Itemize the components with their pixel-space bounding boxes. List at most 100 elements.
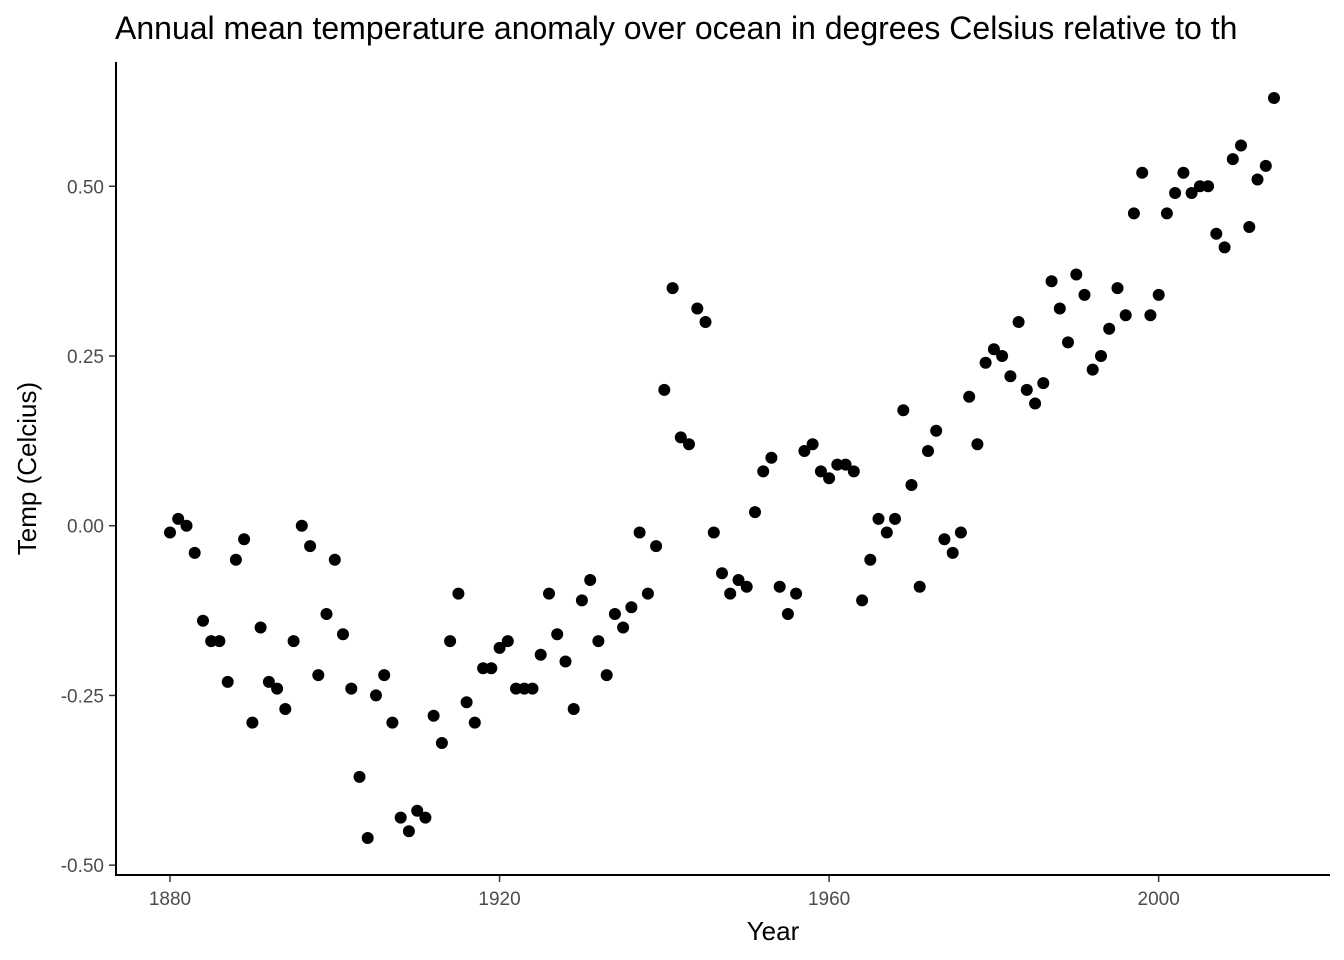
data-point: [510, 682, 522, 695]
data-point: [287, 635, 300, 648]
data-point: [427, 709, 440, 722]
data-point: [839, 458, 852, 471]
data-point: [337, 628, 349, 641]
data-point: [987, 343, 1000, 356]
data-point: [938, 533, 951, 546]
data-point: [1119, 309, 1132, 322]
data-point: [814, 465, 827, 478]
data-point: [254, 621, 267, 634]
data-point: [304, 540, 317, 553]
data-point: [1160, 207, 1173, 220]
data-point: [1103, 322, 1116, 335]
data-point: [197, 614, 209, 627]
data-point: [831, 458, 844, 471]
data-point: [666, 282, 679, 295]
data-point: [806, 438, 819, 451]
data-point: [699, 316, 712, 328]
data-point: [526, 682, 539, 695]
data-point: [625, 601, 638, 614]
data-point: [534, 648, 547, 661]
data-point: [880, 526, 893, 539]
data-point: [1029, 397, 1042, 410]
data-point: [221, 675, 234, 688]
data-point: [946, 546, 959, 559]
x-axis-title: Year: [747, 916, 800, 946]
x-tick-label: 2000: [1138, 889, 1180, 910]
x-tick-label: 1920: [478, 889, 520, 910]
data-point: [954, 526, 967, 539]
x-tick-label: 1960: [808, 889, 850, 910]
data-point: [600, 669, 613, 682]
data-point: [559, 655, 572, 668]
data-point: [1169, 187, 1182, 199]
data-point: [345, 682, 358, 695]
data-point: [543, 587, 555, 600]
data-point: [205, 635, 218, 648]
data-point: [971, 438, 984, 451]
data-point: [641, 587, 654, 600]
data-point: [724, 587, 737, 600]
data-point: [477, 662, 490, 675]
data-point: [1086, 363, 1099, 376]
data-point: [1226, 153, 1239, 166]
data-point: [1078, 288, 1091, 301]
data-point: [551, 628, 564, 641]
data-point: [996, 350, 1009, 362]
data-point: [386, 716, 399, 729]
y-tick-label: 0.00: [67, 517, 104, 538]
data-point: [963, 390, 976, 403]
data-point: [765, 451, 778, 464]
data-point: [1012, 316, 1025, 328]
data-point: [575, 594, 588, 607]
chart-title: Annual mean temperature anomaly over oce…: [115, 10, 1238, 46]
data-point: [1251, 173, 1264, 186]
y-axis-ticks: -0.50 -0.25 0.00 0.25 0.50: [61, 177, 116, 877]
data-point: [435, 737, 448, 749]
data-point: [1259, 159, 1272, 172]
data-point: [773, 580, 786, 593]
data-point: [691, 302, 704, 315]
data-point: [707, 526, 720, 539]
data-point: [271, 682, 284, 695]
data-point: [1095, 350, 1107, 362]
data-point: [608, 608, 621, 620]
data-point: [312, 669, 325, 682]
data-point: [913, 580, 926, 593]
data-point: [683, 438, 695, 451]
data-point: [798, 445, 811, 457]
data-point: [188, 546, 201, 559]
data-point: [889, 512, 901, 525]
data-point: [905, 479, 918, 491]
data-point: [1020, 383, 1033, 396]
data-point: [485, 662, 498, 675]
data-point: [279, 703, 292, 715]
data-point: [584, 574, 597, 586]
data-point: [1004, 370, 1017, 383]
data-point: [353, 770, 366, 783]
y-tick-label: 0.25: [67, 347, 104, 368]
x-axis-ticks: 1880 1920 1960 2000: [149, 875, 1180, 910]
data-point: [320, 608, 333, 620]
data-point: [518, 682, 531, 695]
data-point: [864, 553, 877, 566]
data-point: [567, 703, 580, 715]
data-point: [823, 472, 836, 485]
data-point: [872, 512, 885, 525]
data-point: [370, 689, 382, 702]
data-point: [411, 804, 424, 817]
data-point: [1218, 241, 1231, 254]
y-axis-title: Temp (Celcius): [12, 382, 42, 555]
y-tick-label: 0.50: [67, 177, 104, 198]
data-point: [394, 811, 407, 824]
data-point: [262, 675, 275, 688]
data-point: [328, 553, 341, 566]
data-point: [732, 574, 745, 586]
data-point: [419, 811, 432, 824]
data-point: [493, 641, 506, 654]
data-point: [1070, 268, 1083, 281]
data-point: [633, 526, 646, 539]
data-point: [1045, 275, 1058, 288]
data-point: [1210, 227, 1223, 240]
data-point: [213, 635, 226, 648]
